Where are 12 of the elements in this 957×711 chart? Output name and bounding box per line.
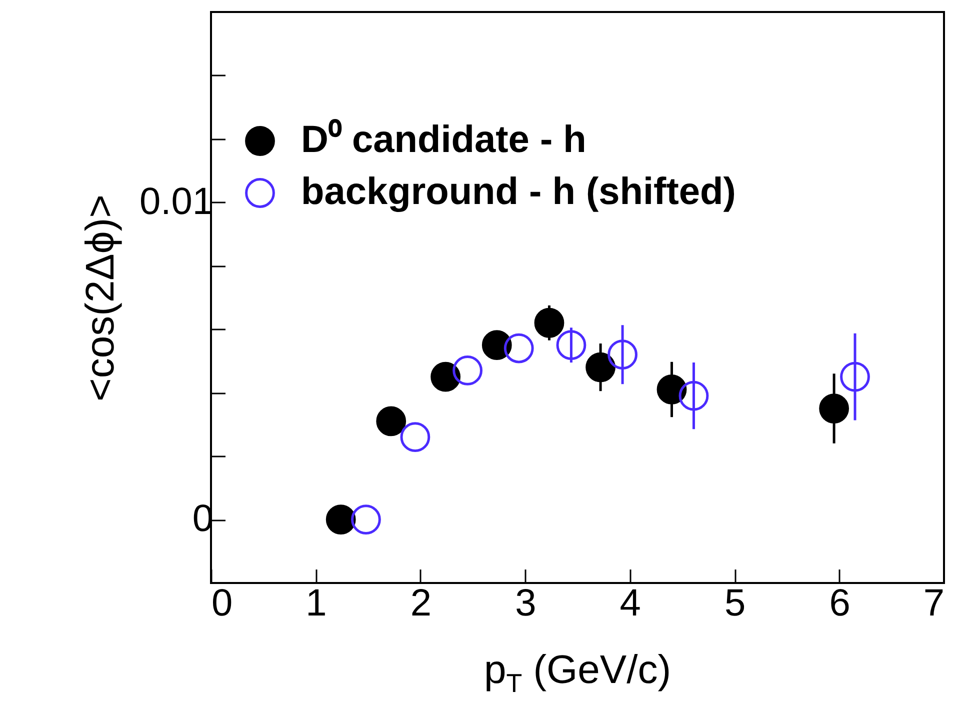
x-tick-label: 3 xyxy=(515,582,536,624)
x-tick-label: 5 xyxy=(724,582,746,624)
legend-label: D⁰ candidate - h xyxy=(301,119,586,161)
x-axis-title: p$_{T}$ (GeV/c) xyxy=(482,648,672,699)
y-tick-label: 0.01 xyxy=(140,180,214,223)
legend-label: background - h (shifted) xyxy=(301,171,736,213)
x-tick-label: 1 xyxy=(306,582,327,624)
x-tick-label: 6 xyxy=(829,582,850,624)
y-axis-title: <cos(2Δϕ)> xyxy=(78,194,123,402)
x-tick-label: 4 xyxy=(620,582,641,624)
x-tick-label: 7 xyxy=(923,582,944,624)
x-tick-label: 2 xyxy=(410,582,432,624)
